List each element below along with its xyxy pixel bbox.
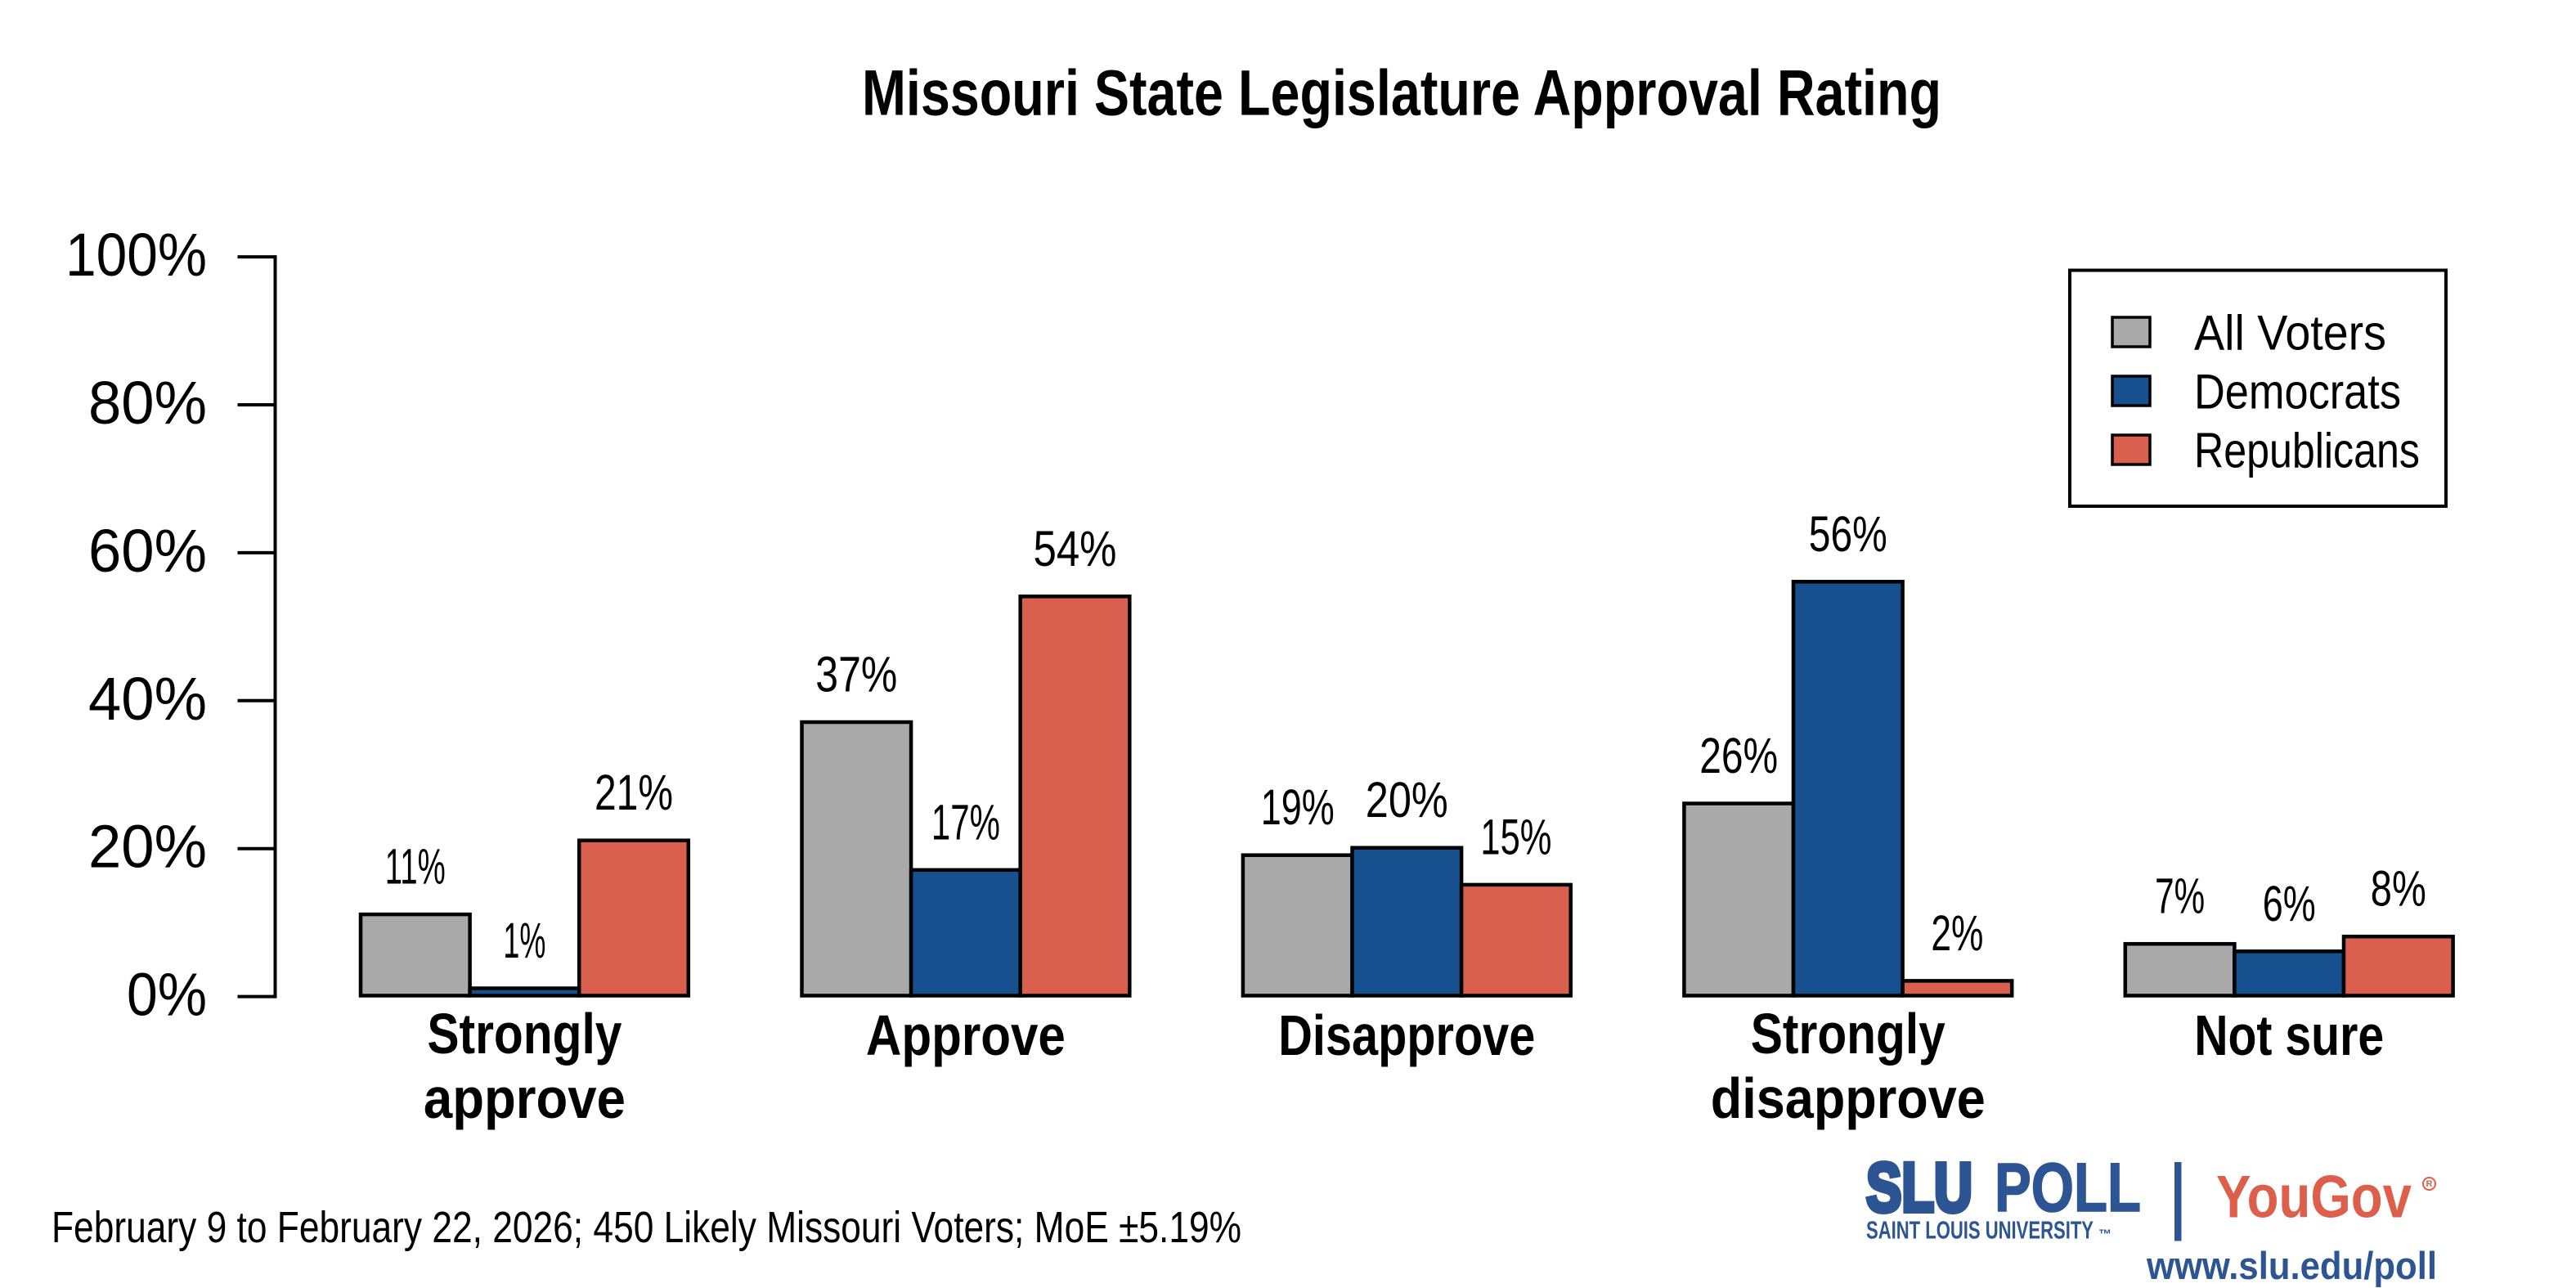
svg-text:SAINT LOUIS UNIVERSITY: SAINT LOUIS UNIVERSITY [1866,1215,2094,1244]
svg-text:disapprove: disapprove [1711,1066,1986,1130]
svg-text:www.slu.edu/poll: www.slu.edu/poll [2146,1244,2437,1287]
svg-text:26%: 26% [1699,728,1778,783]
svg-text:8%: 8% [2371,861,2426,917]
svg-text:40%: 40% [88,665,207,733]
svg-text:100%: 100% [65,221,207,289]
svg-text:7%: 7% [2155,868,2205,924]
svg-text:11%: 11% [385,839,446,895]
svg-text:21%: 21% [595,765,673,820]
svg-text:19%: 19% [1261,779,1335,835]
svg-text:20%: 20% [1366,772,1448,828]
svg-text:All Voters: All Voters [2194,306,2386,361]
svg-text:17%: 17% [931,794,1000,850]
svg-text:2%: 2% [1931,905,1983,961]
svg-text:Missouri State Legislature App: Missouri State Legislature Approval Rati… [862,56,1941,129]
svg-text:Democrats: Democrats [2194,365,2401,420]
svg-text:60%: 60% [88,517,207,585]
svg-text:Disapprove: Disapprove [1278,1003,1535,1067]
svg-text:54%: 54% [1034,521,1117,577]
svg-text:80%: 80% [88,369,207,437]
svg-text:Approve: Approve [866,1003,1066,1067]
svg-text:YouGov: YouGov [2216,1165,2412,1231]
svg-text:56%: 56% [1809,506,1887,562]
svg-text:37%: 37% [815,647,897,702]
svg-text:1%: 1% [503,913,545,968]
svg-text:0%: 0% [127,961,207,1029]
svg-text:15%: 15% [1480,809,1551,864]
svg-text:Republicans: Republicans [2194,424,2420,478]
svg-text:POLL: POLL [1995,1149,2141,1226]
svg-text:™: ™ [2098,1227,2112,1241]
svg-text:20%: 20% [88,813,207,881]
svg-text:Not sure: Not sure [2194,1003,2384,1067]
svg-text:Strongly: Strongly [1751,1002,1945,1066]
svg-text:February 9 to February 22, 202: February 9 to February 22, 2026; 450 Lik… [52,1203,1241,1252]
svg-text:6%: 6% [2263,876,2316,931]
svg-text:R: R [2426,1179,2433,1189]
svg-text:approve: approve [424,1066,626,1130]
svg-text:SLU: SLU [1866,1149,1972,1226]
svg-text:Strongly: Strongly [427,1002,622,1066]
